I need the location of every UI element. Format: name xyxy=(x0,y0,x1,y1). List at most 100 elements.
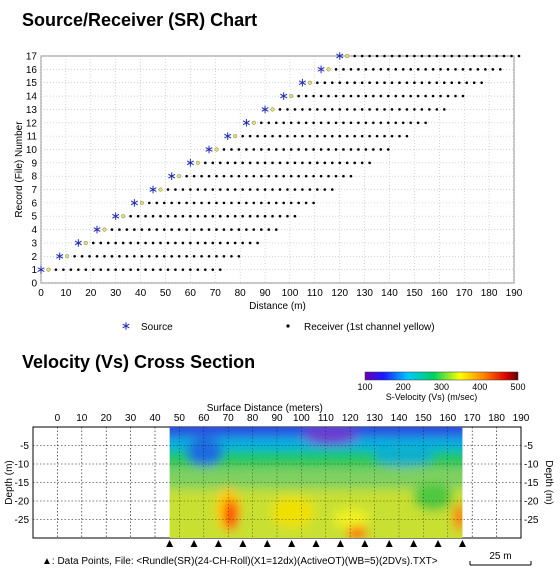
receiver-point xyxy=(473,55,476,58)
y-tick-label: 17 xyxy=(26,52,38,63)
receiver-first-channel-point xyxy=(196,161,200,165)
receiver-point xyxy=(432,95,435,98)
receiver-point xyxy=(249,135,252,138)
receiver-point xyxy=(372,148,375,151)
x-tick-label: 130 xyxy=(366,413,383,424)
receiver-point xyxy=(421,81,424,84)
receiver-point xyxy=(398,81,401,84)
receiver-point xyxy=(477,68,480,71)
receiver-point xyxy=(428,108,431,111)
receiver-point xyxy=(241,242,244,245)
receiver-point xyxy=(391,108,394,111)
receiver-point xyxy=(155,255,158,258)
receiver-point xyxy=(275,228,278,231)
depth-tick-label-right: -25 xyxy=(524,515,539,526)
receiver-point xyxy=(152,242,155,245)
receiver-point xyxy=(413,108,416,111)
colorbar-tick-label: 300 xyxy=(434,382,449,392)
receiver-point xyxy=(230,202,233,205)
receiver-point xyxy=(275,175,278,178)
receiver-point xyxy=(424,95,427,98)
receiver-point xyxy=(189,268,192,271)
receiver-first-channel-point xyxy=(345,54,349,58)
receiver-point xyxy=(256,188,259,191)
data-point-marker xyxy=(386,540,393,547)
x-tick-label: 30 xyxy=(125,413,137,424)
receiver-point xyxy=(454,68,457,71)
receiver-point xyxy=(148,228,151,231)
receiver-point xyxy=(294,188,297,191)
receiver-point xyxy=(282,175,285,178)
receiver-point xyxy=(387,148,390,151)
receiver-point xyxy=(413,55,416,58)
y-tick-label: 4 xyxy=(31,225,37,236)
receiver-point xyxy=(170,202,173,205)
receiver-point xyxy=(327,121,330,124)
receiver-point xyxy=(264,188,267,191)
data-point-marker xyxy=(313,540,320,547)
scale-bar-label: 25 m xyxy=(489,551,511,562)
receiver-point xyxy=(267,121,270,124)
receiver-point xyxy=(178,202,181,205)
receiver-point xyxy=(118,228,121,231)
x-tick-label: 70 xyxy=(223,413,235,424)
receiver-point xyxy=(208,255,211,258)
receiver-point xyxy=(159,215,162,218)
receiver-point xyxy=(122,242,125,245)
receiver-point xyxy=(174,215,177,218)
receiver-point xyxy=(129,215,132,218)
receiver-first-channel-point xyxy=(271,108,275,112)
receiver-point xyxy=(387,95,390,98)
field-anomaly xyxy=(374,447,434,467)
receiver-point xyxy=(492,68,495,71)
receiver-point xyxy=(126,228,129,231)
receiver-point xyxy=(432,68,435,71)
receiver-point xyxy=(215,255,218,258)
receiver-point xyxy=(256,242,259,245)
receiver-point xyxy=(282,202,285,205)
cross-section-plot: 0 10 20 30 40 50 60 70 80 90 100 110 120 130 140 150 160… xyxy=(4,403,554,565)
y-tick-label: 9 xyxy=(31,158,37,169)
receiver-point xyxy=(305,95,308,98)
x-tick-label: 140 xyxy=(391,413,408,424)
receiver-point xyxy=(230,175,233,178)
receiver-point xyxy=(215,202,218,205)
receiver-point xyxy=(155,202,158,205)
depth-axis-label-left: Depth (m) xyxy=(4,460,15,504)
receiver-point xyxy=(294,215,297,218)
depth-axis-label-right: Depth (m) xyxy=(543,460,554,504)
receiver-point xyxy=(297,202,300,205)
receiver-point xyxy=(353,135,356,138)
receiver-point xyxy=(167,268,170,271)
receiver-point xyxy=(309,188,312,191)
velocity-colorbar: 100 200 300 400 500S-Velocity (Vs) (m/sec) xyxy=(357,372,525,402)
receiver-point xyxy=(111,255,114,258)
receiver-point xyxy=(77,268,80,271)
receiver-point xyxy=(92,242,95,245)
receiver-point xyxy=(383,108,386,111)
x-tick-label: 90 xyxy=(259,288,271,299)
receiver-point xyxy=(230,255,233,258)
receiver-point xyxy=(286,135,289,138)
receiver-point xyxy=(223,202,226,205)
receiver-point xyxy=(320,121,323,124)
receiver-point xyxy=(465,55,468,58)
receiver-point xyxy=(447,95,450,98)
receiver-point xyxy=(193,175,196,178)
receiver-point xyxy=(473,81,476,84)
receiver-point xyxy=(282,121,285,124)
receiver-point xyxy=(447,68,450,71)
receiver-point xyxy=(409,95,412,98)
velocity-blobs xyxy=(160,417,473,549)
receiver-point xyxy=(361,55,364,58)
receiver-point xyxy=(320,175,323,178)
x-tick-label: 50 xyxy=(174,413,186,424)
receiver-point xyxy=(342,175,345,178)
x-tick-label: 90 xyxy=(271,413,283,424)
receiver-point xyxy=(316,135,319,138)
colorbar-label: S-Velocity (Vs) (m/sec) xyxy=(386,392,478,402)
receiver-point xyxy=(182,268,185,271)
receiver-point xyxy=(70,268,73,271)
receiver-point xyxy=(182,242,185,245)
data-point-marker xyxy=(435,540,442,547)
